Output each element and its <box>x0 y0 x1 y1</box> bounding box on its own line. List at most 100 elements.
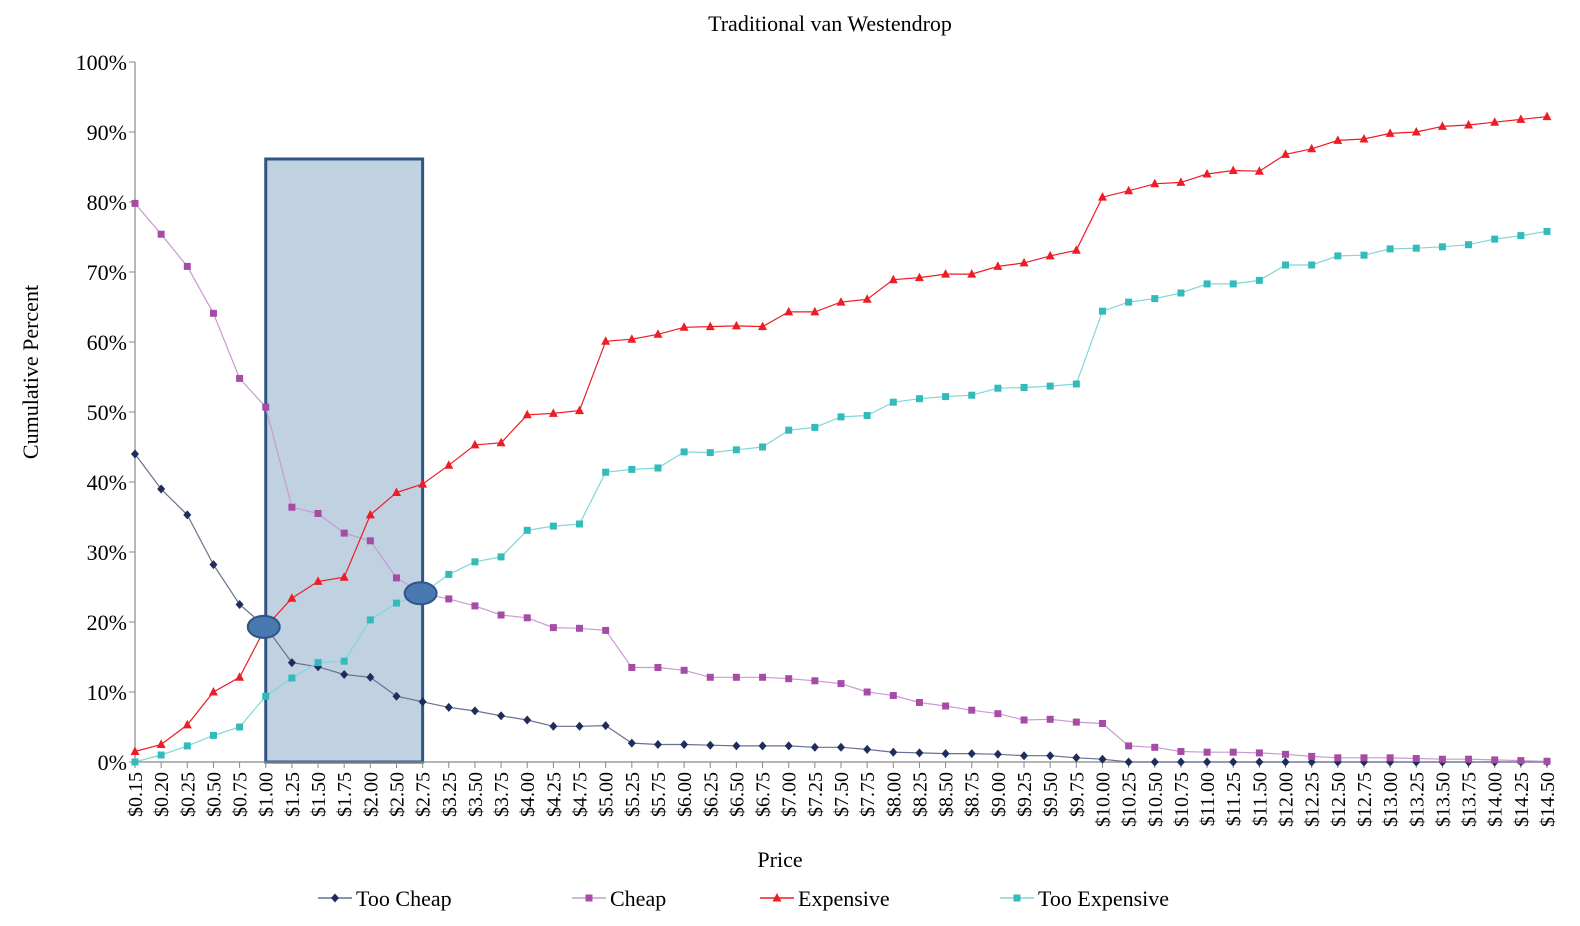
data-point-too-expensive <box>1046 382 1054 390</box>
data-point-expensive <box>1019 257 1029 267</box>
x-tick-label: $8.75 <box>962 772 984 817</box>
data-point-cheap <box>680 666 688 674</box>
data-point-cheap <box>1072 718 1080 726</box>
data-point-cheap <box>1151 743 1159 751</box>
data-point-cheap <box>1255 749 1263 757</box>
x-tick-label: $9.00 <box>988 772 1010 817</box>
x-tick-label: $6.25 <box>700 772 722 817</box>
data-point-too-expensive <box>1177 289 1185 297</box>
data-point-cheap <box>915 699 923 706</box>
x-tick-label: $4.25 <box>543 772 565 817</box>
data-point-too-cheap <box>1020 751 1029 761</box>
data-point-too-expensive <box>314 659 322 667</box>
data-point-too-cheap <box>418 697 427 707</box>
data-point-too-expensive <box>1491 235 1499 243</box>
data-point-cheap <box>1465 755 1473 763</box>
data-point-expensive <box>705 321 715 331</box>
data-point-too-expensive <box>706 449 714 457</box>
data-point-cheap <box>706 673 714 681</box>
data-point-cheap <box>1046 715 1054 723</box>
data-point-too-cheap <box>784 741 793 751</box>
x-tick-label: $2.50 <box>386 772 408 817</box>
data-point-cheap <box>628 664 636 671</box>
data-point-expensive <box>575 405 585 415</box>
data-point-cheap <box>523 614 531 622</box>
data-point-too-cheap <box>601 721 610 731</box>
data-point-expensive <box>496 437 506 447</box>
y-tick-label: 50% <box>87 400 127 425</box>
data-point-too-expensive <box>262 692 270 700</box>
data-point-expensive <box>941 269 951 278</box>
legend-marker-cheap <box>585 894 593 902</box>
data-point-too-expensive <box>445 570 453 578</box>
data-point-too-expensive <box>131 758 139 766</box>
data-point-expensive <box>1307 143 1317 153</box>
y-tick-label: 30% <box>87 540 127 565</box>
y-tick-label: 90% <box>87 120 127 145</box>
data-point-too-expensive <box>915 395 923 403</box>
data-point-cheap <box>1517 757 1525 765</box>
legend-label-too-cheap: Too Cheap <box>356 886 452 911</box>
data-point-expensive <box>365 509 375 519</box>
data-point-expensive <box>1150 178 1160 188</box>
data-point-expensive <box>339 572 349 581</box>
intersection-marker <box>403 581 438 606</box>
data-point-expensive <box>1202 169 1212 178</box>
data-point-too-cheap <box>183 510 192 520</box>
data-point-too-expensive <box>1360 251 1368 259</box>
data-point-too-cheap <box>1229 757 1238 767</box>
data-point-too-expensive <box>1151 295 1159 303</box>
data-point-too-cheap <box>889 747 898 757</box>
data-point-cheap <box>994 710 1002 718</box>
data-point-too-expensive <box>785 426 793 434</box>
data-point-too-cheap <box>1046 751 1055 761</box>
data-point-cheap <box>1308 752 1316 760</box>
data-point-too-cheap <box>1098 754 1107 764</box>
data-point-too-cheap <box>758 741 767 751</box>
x-tick-label: $5.25 <box>622 772 644 817</box>
data-point-too-cheap <box>915 748 924 758</box>
x-tick-label: $1.75 <box>334 772 356 817</box>
data-point-expensive <box>156 739 166 748</box>
data-point-too-cheap <box>967 749 976 759</box>
x-axis-label: Price <box>757 847 802 872</box>
data-point-too-cheap <box>523 715 532 725</box>
x-tick-label: $12.00 <box>1276 772 1298 827</box>
data-point-expensive <box>1437 121 1447 130</box>
data-point-cheap <box>576 624 584 632</box>
data-point-expensive <box>993 261 1003 270</box>
data-point-too-expensive <box>732 446 740 454</box>
x-tick-label: $1.25 <box>282 772 304 817</box>
data-point-too-cheap <box>1124 757 1133 767</box>
data-point-too-expensive <box>1203 280 1211 288</box>
data-point-cheap <box>811 677 819 685</box>
data-point-expensive <box>1385 128 1395 137</box>
data-point-expensive <box>1176 177 1186 186</box>
data-point-too-expensive <box>1386 245 1394 253</box>
data-point-too-expensive <box>1098 307 1106 315</box>
x-tick-label: $13.00 <box>1380 772 1402 827</box>
data-point-too-cheap <box>706 740 715 750</box>
data-point-too-cheap <box>1150 757 1159 767</box>
x-tick-label: $1.50 <box>308 772 330 817</box>
x-tick-label: $6.50 <box>726 772 748 817</box>
x-tick-label: $13.75 <box>1459 772 1481 827</box>
data-point-cheap <box>262 403 270 411</box>
x-tick-label: $3.25 <box>439 772 461 817</box>
data-point-cheap <box>654 664 662 671</box>
data-point-cheap <box>759 673 767 681</box>
data-point-too-expensive <box>236 723 244 731</box>
x-tick-label: $8.00 <box>883 772 905 817</box>
data-point-cheap <box>1412 755 1420 762</box>
y-tick-label: 10% <box>87 680 127 705</box>
chart-title: Traditional van Westendrop <box>708 11 952 36</box>
data-point-expensive <box>810 306 820 316</box>
x-tick-label: $6.00 <box>674 772 696 817</box>
x-tick-label: $13.50 <box>1432 772 1454 827</box>
x-tick-label: $5.00 <box>596 772 618 817</box>
x-tick-label: $11.00 <box>1197 772 1219 826</box>
x-tick-label: $0.15 <box>125 772 147 817</box>
series-cheap <box>131 199 1551 765</box>
data-point-too-expensive <box>837 413 845 421</box>
data-point-cheap <box>889 692 897 699</box>
